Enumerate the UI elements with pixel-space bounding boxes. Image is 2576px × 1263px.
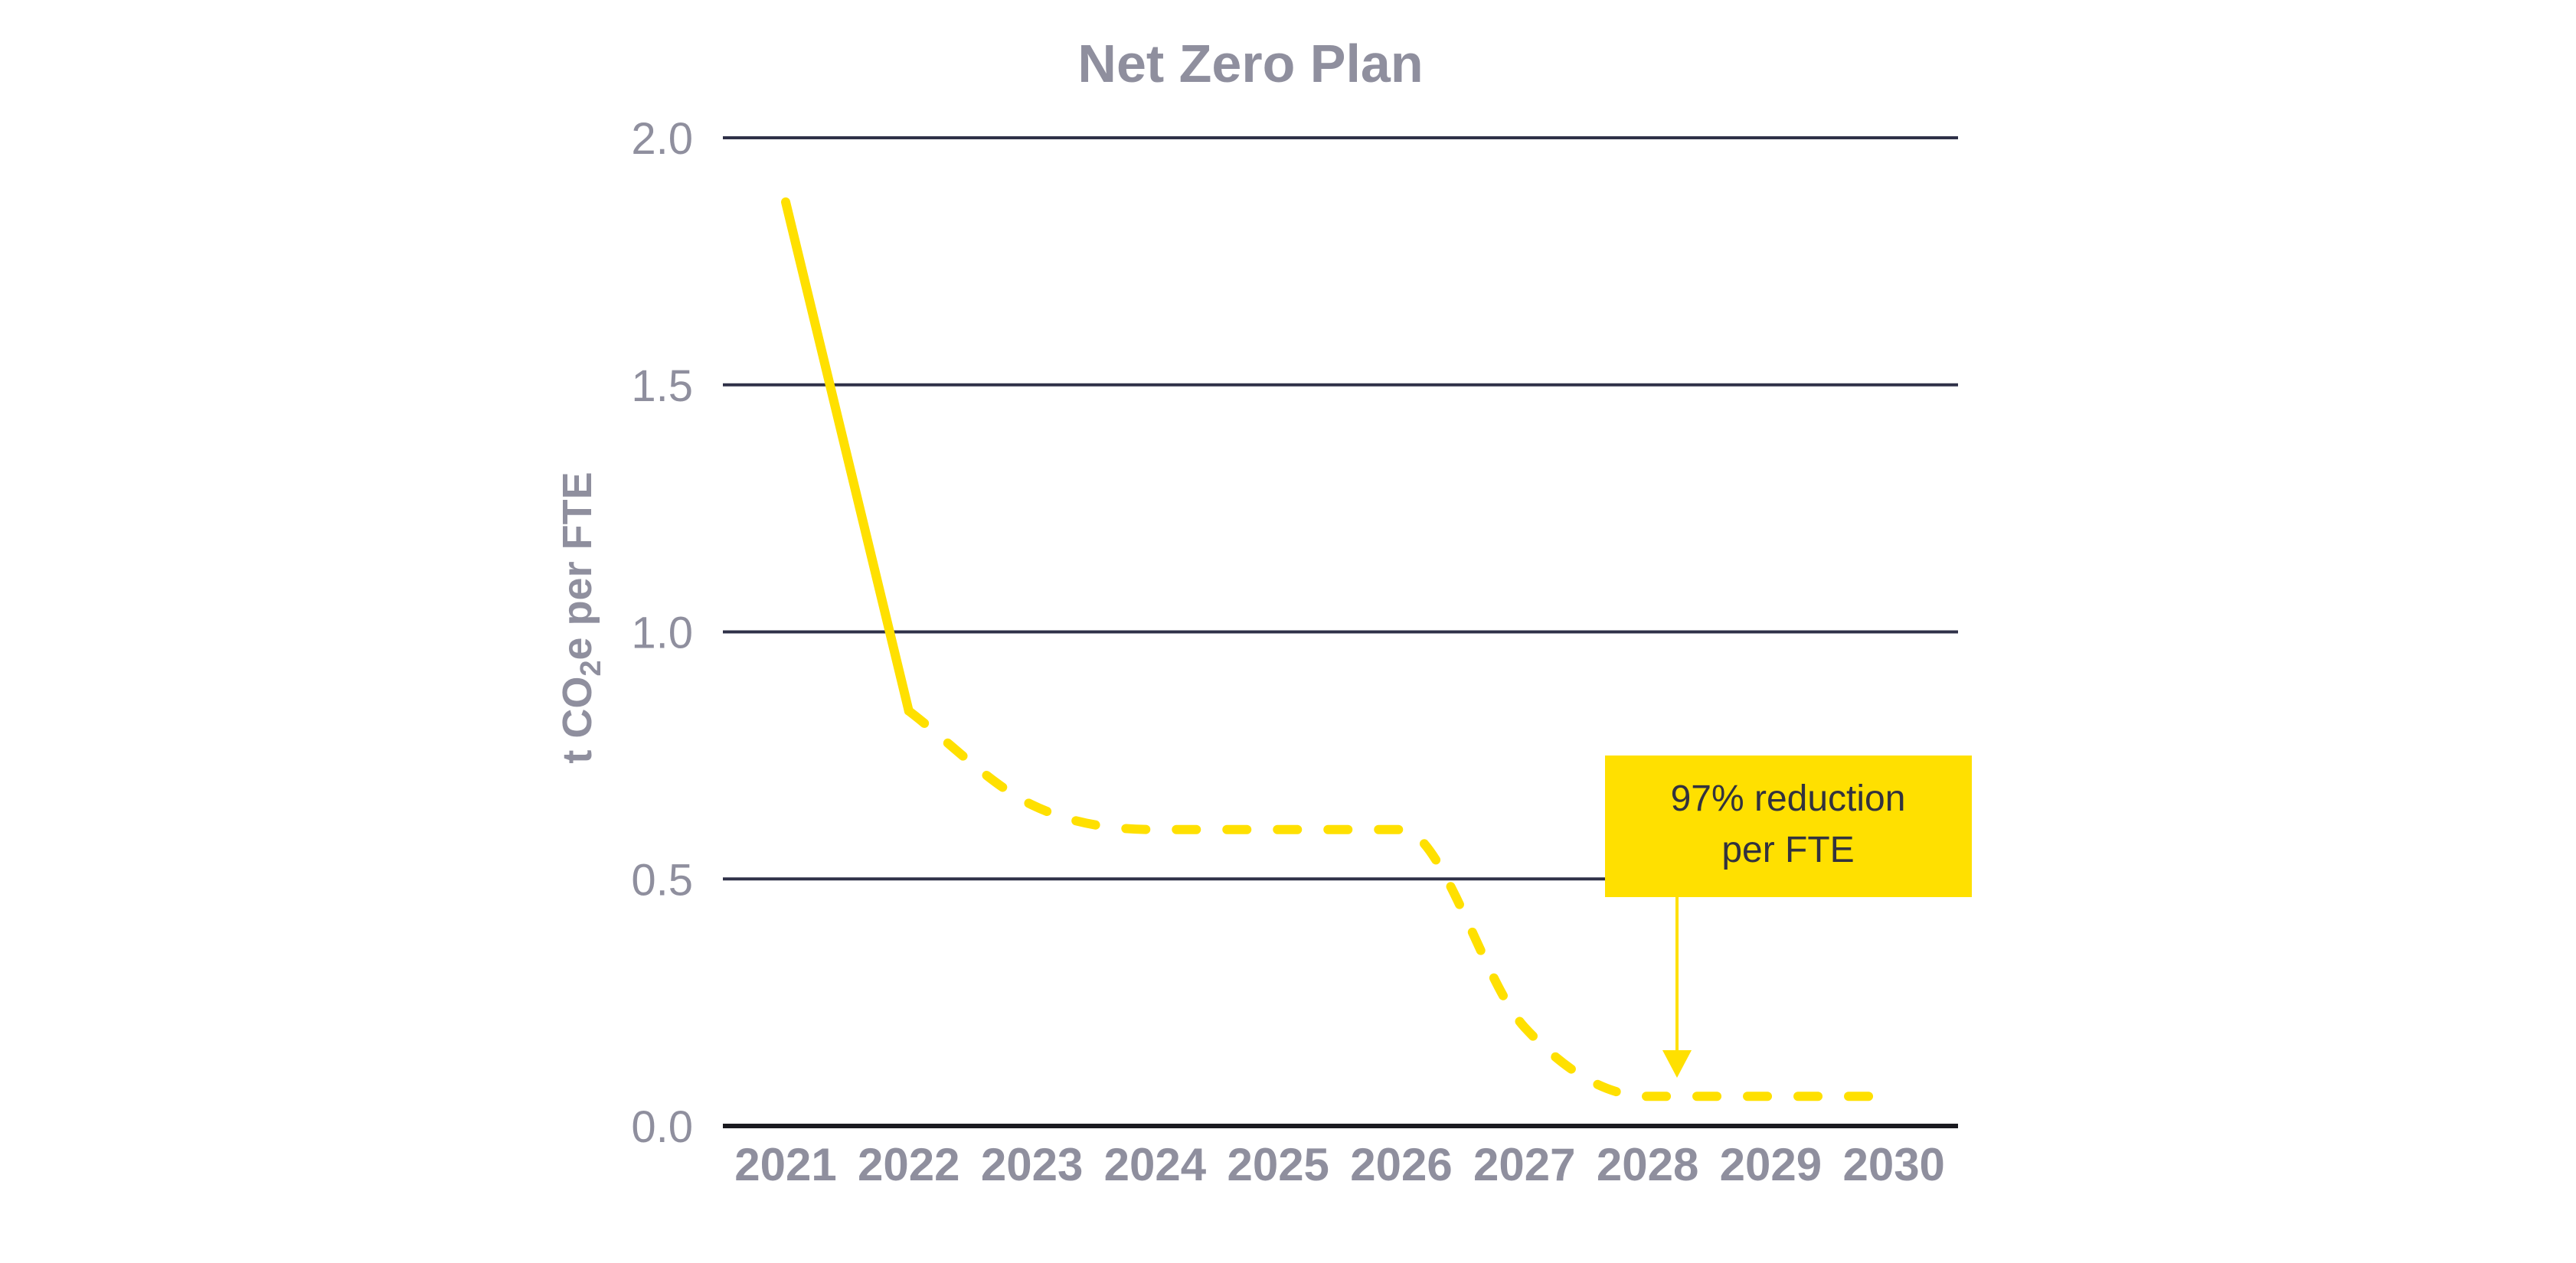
ytick-label-1.0: 1.0	[631, 609, 693, 658]
year-label-2024: 2024	[1104, 1139, 1207, 1190]
y-axis-tick-labels: 2.0 1.5 1.0 0.5 0.0	[631, 114, 693, 1152]
ytick-label-1.5: 1.5	[631, 361, 693, 411]
year-label-2029: 2029	[1720, 1139, 1822, 1190]
year-label-2028: 2028	[1597, 1139, 1698, 1190]
y-axis-title-subscript: 2	[575, 660, 607, 676]
ytick-label-2.0: 2.0	[631, 114, 693, 164]
y-axis-title-suffix: e per FTE	[554, 472, 600, 660]
chart-title: Net Zero Plan	[1077, 34, 1423, 93]
year-label-2026: 2026	[1350, 1139, 1452, 1190]
gridlines	[723, 136, 1958, 1128]
data-series	[781, 197, 1899, 1101]
year-label-2027: 2027	[1473, 1139, 1575, 1190]
annotation-line-2: per FTE	[1721, 830, 1854, 870]
ytick-label-0.5: 0.5	[631, 855, 693, 905]
y-axis-title-prefix: t CO	[554, 677, 600, 764]
series-projected-line	[904, 706, 1899, 1101]
year-label-2030: 2030	[1842, 1139, 1944, 1190]
year-label-2025: 2025	[1227, 1139, 1329, 1190]
year-label-2021: 2021	[734, 1139, 836, 1190]
year-label-2022: 2022	[858, 1139, 959, 1190]
ytick-label-0.0: 0.0	[631, 1102, 693, 1152]
y-axis-title: t CO2e per FTE	[554, 472, 607, 763]
series-actual-line	[781, 197, 914, 716]
annotation-line-1: 97% reduction	[1671, 778, 1906, 819]
x-axis-year-labels: 2021 2022 2023 2024 2025 2026 2027 2028 2029 2030	[734, 1139, 1945, 1190]
annotation-arrow-head-icon	[1662, 1050, 1692, 1078]
annotation-box	[1605, 756, 1972, 897]
year-label-2023: 2023	[981, 1139, 1083, 1190]
